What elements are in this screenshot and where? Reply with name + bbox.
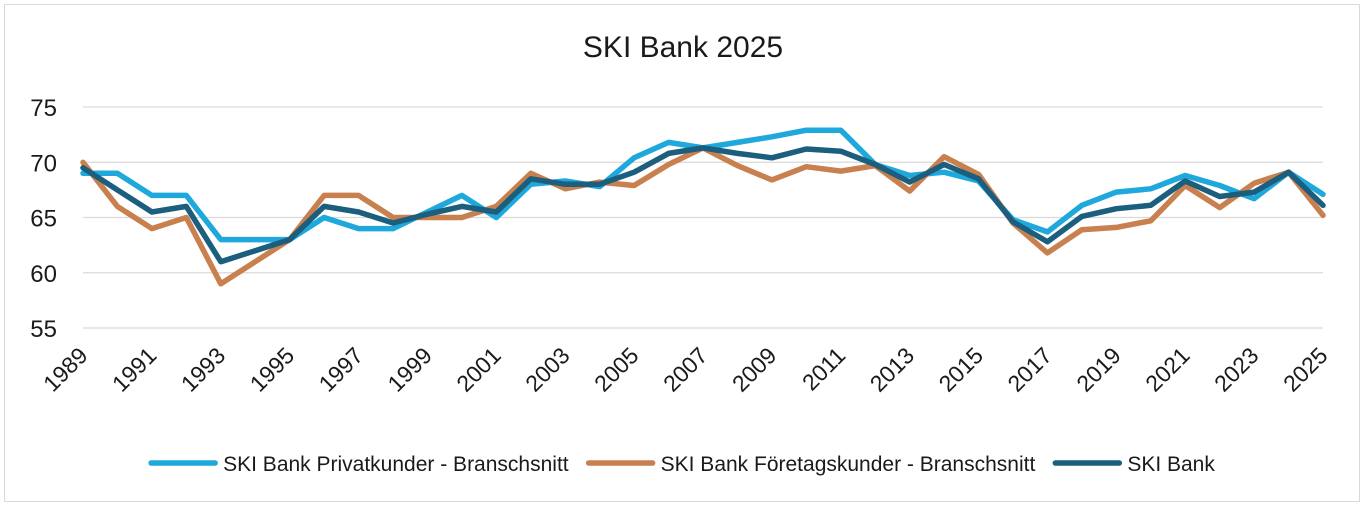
x-tick-label: 2017 [1002, 342, 1057, 397]
x-tick-label: 2013 [865, 342, 920, 397]
x-tick-label: 2019 [1071, 342, 1126, 397]
chart-frame: SKI Bank 2025 55 60 65 70 75 1989 1991 1993 199… [4, 4, 1360, 502]
x-tick-label: 1989 [38, 342, 93, 397]
x-tick-label: 2005 [589, 342, 644, 397]
y-tick-label: 65 [30, 206, 57, 233]
series-line-2 [80, 145, 1326, 287]
legend-item-2: SKI Bank Företagskunder - Branschsnitt [585, 453, 1036, 476]
x-tick-label: 1991 [107, 342, 162, 397]
x-tick-label: 2023 [1209, 342, 1264, 397]
series-line-3 [80, 145, 1326, 265]
legend-label: SKI Bank Privatkunder - Branschsnitt [223, 453, 569, 476]
y-tick-label: 70 [30, 150, 57, 177]
chart-title: SKI Bank 2025 [583, 31, 783, 64]
x-tick-label: 1999 [382, 342, 437, 397]
y-tick-label: 60 [30, 261, 57, 288]
x-tick-label: 2003 [520, 342, 575, 397]
x-tick-label: 1997 [314, 342, 369, 397]
x-tick-label: 2025 [1278, 342, 1333, 397]
legend: SKI Bank Privatkunder - Branschsnitt SKI … [148, 453, 1215, 476]
x-tick-label: 1995 [245, 342, 300, 397]
x-tick-label: 2011 [797, 342, 850, 395]
series-lines [80, 127, 1326, 287]
y-tick-label: 75 [30, 95, 57, 122]
x-tick-label: 2009 [727, 342, 782, 397]
legend-label: SKI Bank Företagskunder - Branschsnitt [661, 453, 1036, 476]
x-tick-label: 2001 [451, 342, 506, 397]
x-tick-label: 1993 [176, 342, 231, 397]
legend-item-3: SKI Bank [1052, 453, 1215, 476]
y-axis-ticks: 55 60 65 70 75 [30, 95, 57, 343]
x-tick-label: 2021 [1140, 342, 1195, 397]
legend-label: SKI Bank [1127, 453, 1215, 476]
line-chart: SKI Bank 2025 55 60 65 70 75 1989 1991 1993 199… [30, 31, 1333, 476]
x-tick-label: 2015 [934, 342, 989, 397]
x-tick-label: 2007 [658, 342, 713, 397]
grid-lines [83, 106, 1323, 329]
legend-item-1: SKI Bank Privatkunder - Branschsnitt [148, 453, 569, 476]
x-axis-ticks: 1989 1991 1993 1995 1997 1999 2001 2003 2005 2007… [38, 342, 1333, 397]
y-tick-label: 55 [30, 316, 57, 343]
